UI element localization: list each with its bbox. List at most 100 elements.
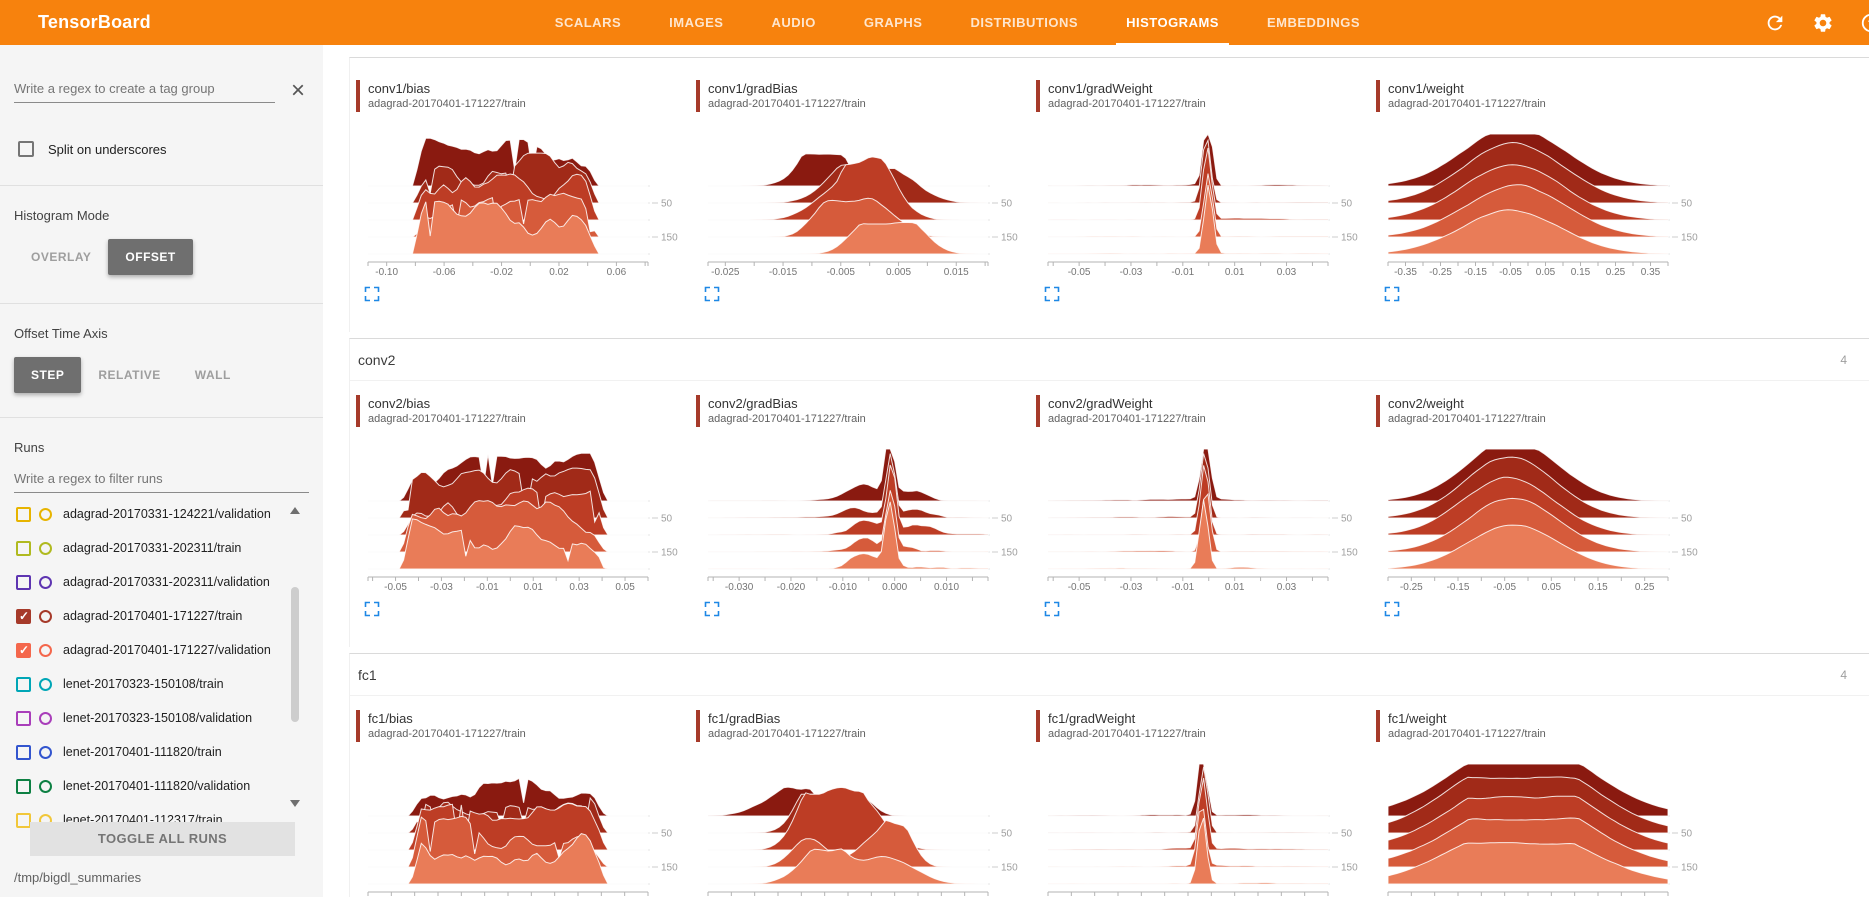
svg-text:-0.10: -0.10 — [375, 267, 398, 276]
card-header: fc1/gradWeight adagrad-20170401-171227/tr… — [1036, 710, 1376, 742]
expand-icon[interactable] — [364, 601, 380, 617]
card-titles: conv1/weight adagrad-20170401-171227/trai… — [1380, 80, 1546, 112]
svg-text:150: 150 — [1001, 863, 1018, 874]
tab-audio[interactable]: AUDIO — [771, 15, 816, 30]
scroll-up-icon[interactable] — [290, 507, 300, 514]
tab-images[interactable]: IMAGES — [669, 15, 724, 30]
card-header: conv1/gradWeight adagrad-20170401-171227/… — [1036, 80, 1376, 112]
run-name: lenet-20170323-150108/validation — [63, 710, 253, 725]
histogram-mode-overlay-button[interactable]: OVERLAY — [31, 250, 92, 264]
run-checkbox[interactable] — [16, 710, 31, 726]
svg-text:150: 150 — [661, 548, 678, 559]
expand-icon[interactable] — [1044, 286, 1060, 302]
run-solo-radio[interactable] — [39, 643, 52, 657]
category-section-fc1: fc1 4 fc1/bias adagrad-20170401-171227/trai… — [349, 653, 1869, 897]
svg-text:50: 50 — [661, 199, 673, 210]
tag-regex-input[interactable] — [14, 77, 275, 103]
run-checkbox[interactable] — [16, 676, 31, 692]
run-solo-radio[interactable] — [39, 541, 52, 555]
run-solo-radio[interactable] — [39, 779, 52, 793]
run-item[interactable]: adagrad-20170331-202311/train — [16, 535, 279, 561]
runs-filter-input[interactable] — [14, 467, 309, 493]
scroll-down-icon[interactable] — [290, 800, 300, 807]
category-header-fc1[interactable]: fc1 4 — [350, 654, 1869, 696]
refresh-icon[interactable] — [1764, 12, 1786, 34]
tab-distributions[interactable]: DISTRIBUTIONS — [970, 15, 1079, 30]
svg-text:-0.005: -0.005 — [827, 267, 856, 276]
svg-text:0.02: 0.02 — [549, 267, 569, 276]
split-underscores-checkbox[interactable] — [18, 141, 34, 157]
settings-gear-icon[interactable] — [1812, 12, 1834, 34]
run-checkbox[interactable] — [16, 608, 31, 624]
run-checkbox[interactable] — [16, 506, 31, 522]
tab-histograms[interactable]: HISTOGRAMS — [1102, 0, 1243, 45]
run-item[interactable]: adagrad-20170401-171227/train — [16, 603, 279, 629]
svg-text:150: 150 — [1001, 233, 1018, 244]
expand-icon[interactable] — [1384, 286, 1400, 302]
expand-icon[interactable] — [704, 601, 720, 617]
clear-icon[interactable]: × — [290, 77, 305, 104]
run-item[interactable]: lenet-20170401-111820/validation — [16, 773, 279, 799]
expand-icon[interactable] — [1044, 601, 1060, 617]
sidebar: × Split on underscores Histogram Mode OV… — [0, 45, 323, 897]
toggle-all-runs-button[interactable]: TOGGLE ALL RUNS — [30, 822, 295, 856]
svg-text:50: 50 — [1681, 199, 1693, 210]
svg-text:0.05: 0.05 — [615, 582, 635, 591]
run-item[interactable]: lenet-20170323-150108/train — [16, 671, 279, 697]
histogram-chart: 50 150 — [1387, 763, 1698, 896]
svg-text:0.03: 0.03 — [1277, 582, 1297, 591]
run-color-bar — [696, 710, 700, 742]
divider — [0, 303, 323, 304]
card-tag-title: fc1/gradWeight — [1048, 711, 1136, 726]
histogram-mode-offset-button[interactable]: OFFSET — [108, 239, 193, 275]
time-axis-relative-button[interactable]: RELATIVE — [98, 368, 161, 382]
card-run-subtitle: adagrad-20170401-171227/train — [368, 728, 526, 740]
svg-text:-0.03: -0.03 — [430, 582, 453, 591]
svg-text:150: 150 — [1681, 233, 1698, 244]
help-icon[interactable]: ? — [1860, 12, 1869, 34]
category-header-conv2[interactable]: conv2 4 — [350, 339, 1869, 381]
svg-text:0.15: 0.15 — [1571, 267, 1591, 276]
card-run-subtitle: adagrad-20170401-171227/train — [1048, 98, 1206, 110]
histogram-card: conv2/gradWeight adagrad-20170401-171227/… — [1036, 395, 1376, 617]
tab-graphs[interactable]: GRAPHS — [863, 15, 923, 30]
time-axis-step-button[interactable]: STEP — [14, 357, 82, 393]
expand-icon[interactable] — [704, 286, 720, 302]
histogram-mode-buttons: OVERLAY OFFSET — [14, 239, 309, 275]
run-name: lenet-20170401-111820/train — [63, 744, 222, 759]
card-header: conv2/gradBias adagrad-20170401-171227/tr… — [696, 395, 1036, 427]
card-header: fc1/weight adagrad-20170401-171227/train — [1376, 710, 1716, 742]
run-item[interactable]: adagrad-20170331-202311/validation — [16, 569, 279, 595]
run-checkbox[interactable] — [16, 812, 31, 828]
run-solo-radio[interactable] — [39, 745, 52, 759]
run-checkbox[interactable] — [16, 574, 31, 590]
expand-icon[interactable] — [1384, 601, 1400, 617]
run-solo-radio[interactable] — [39, 507, 52, 521]
expand-icon[interactable] — [364, 286, 380, 302]
svg-text:0.01: 0.01 — [524, 582, 544, 591]
run-checkbox[interactable] — [16, 540, 31, 556]
histogram-chart: 50 150 -0.05 -0.03 -0.01 0.01 0.03 — [1047, 448, 1358, 591]
tab-embeddings[interactable]: EMBEDDINGS — [1266, 15, 1361, 30]
svg-text:0.05: 0.05 — [1542, 582, 1562, 591]
run-checkbox[interactable] — [16, 778, 31, 794]
histogram-chart: 50 150 -0.10 -0.06 -0.02 0.02 0.06 — [367, 137, 678, 276]
run-solo-radio[interactable] — [39, 677, 52, 691]
run-name: adagrad-20170331-124221/validation — [63, 506, 271, 521]
run-solo-radio[interactable] — [39, 575, 52, 589]
run-item[interactable]: lenet-20170323-150108/validation — [16, 705, 279, 731]
run-checkbox[interactable] — [16, 642, 31, 658]
svg-text:0.03: 0.03 — [1277, 267, 1297, 276]
run-item[interactable]: adagrad-20170331-124221/validation — [16, 501, 279, 527]
run-checkbox[interactable] — [16, 744, 31, 760]
run-item[interactable]: adagrad-20170401-171227/validation — [16, 637, 279, 663]
svg-text:150: 150 — [1681, 863, 1698, 874]
run-item[interactable]: lenet-20170401-111820/train — [16, 739, 279, 765]
time-axis-wall-button[interactable]: WALL — [194, 368, 231, 382]
run-solo-radio[interactable] — [39, 711, 52, 725]
scrollbar-thumb[interactable] — [291, 587, 299, 722]
tab-scalars[interactable]: SCALARS — [554, 15, 622, 30]
card-run-subtitle: adagrad-20170401-171227/train — [1388, 728, 1546, 740]
histogram-card: conv2/gradBias adagrad-20170401-171227/tr… — [696, 395, 1036, 617]
run-solo-radio[interactable] — [39, 609, 52, 623]
